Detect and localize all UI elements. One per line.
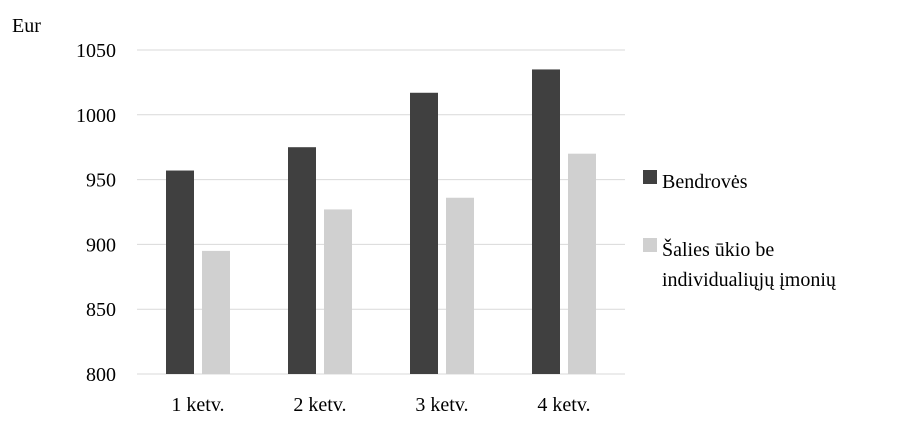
bar-salies-ukio-2 [324,209,352,374]
x-tick-labels: 1 ketv. 2 ketv. 3 ketv. 4 ketv. [171,394,590,416]
legend-swatch [643,170,657,184]
bar-bendroves-1 [166,170,194,374]
x-tick-label: 2 ketv. [293,394,346,416]
bar-salies-ukio-4 [568,153,596,374]
bar-salies-ukio-1 [202,250,230,374]
y-axis-label: Eur [12,15,41,37]
x-tick-label: 1 ketv. [171,394,224,416]
x-tick-label: 3 ketv. [415,394,468,416]
bar-salies-ukio-3 [446,197,474,374]
legend: Bendrovės Šalies ūkio be individualiųjų įm… [643,170,837,291]
y-tick-label: 850 [86,299,116,321]
y-tick-label: 800 [86,364,116,386]
y-tick-label: 950 [86,170,116,192]
legend-label: individualiųjų įmonių [662,269,837,291]
bar-bendroves-3 [410,92,438,374]
x-tick-label: 4 ketv. [537,394,590,416]
legend-swatch [643,238,657,252]
legend-label: Šalies ūkio be [662,237,774,261]
legend-label: Bendrovės [662,171,748,193]
y-tick-label: 900 [86,234,116,256]
y-tick-labels: 800 850 900 950 1000 1050 [76,40,116,386]
bars [166,69,596,374]
bar-bendroves-2 [288,147,316,374]
y-tick-label: 1050 [76,40,116,62]
bar-bendroves-4 [532,69,560,374]
y-tick-label: 1000 [76,105,116,127]
